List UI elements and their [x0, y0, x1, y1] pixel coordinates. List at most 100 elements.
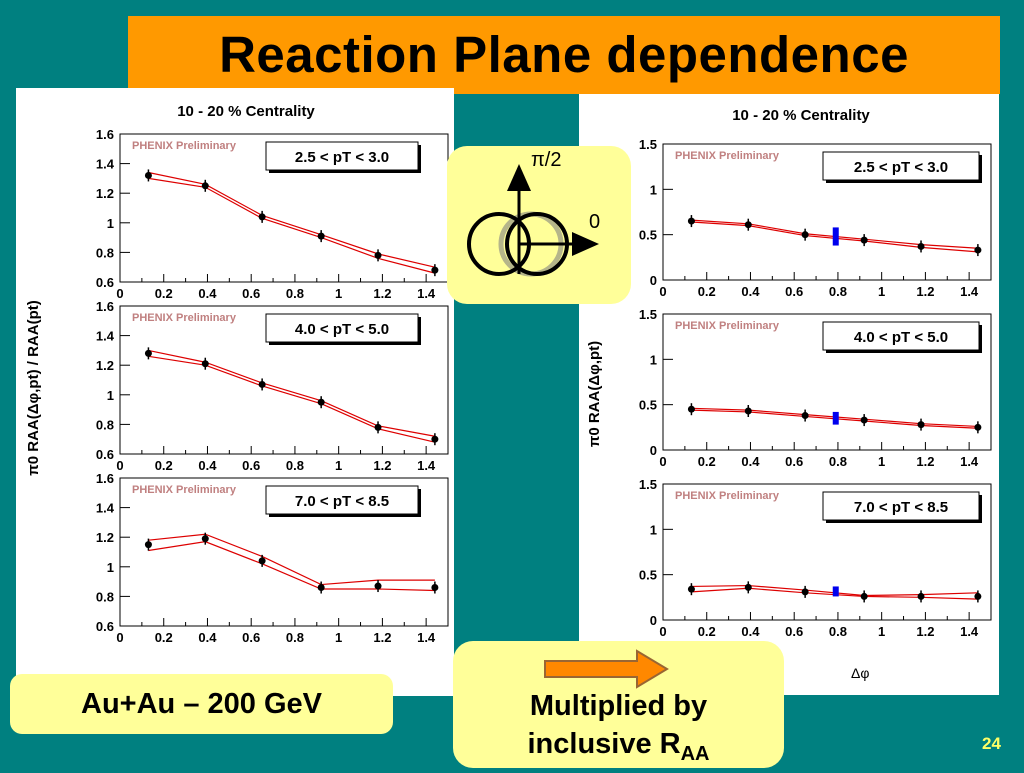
left-chart-svg: 10 - 20 % Centrality π0 RAA(Δφ,pt) / RAA(…: [25, 103, 449, 687]
right-data-point: [917, 421, 925, 429]
left-x-tick-label: 1.2: [373, 630, 391, 645]
left-y-tick-label: 1.6: [96, 127, 114, 142]
right-y-tick-label: 0.5: [639, 568, 657, 583]
left-preliminary-label: PHENIX Preliminary: [132, 140, 237, 152]
left-pt-range-label: 2.5 < pT < 3.0: [295, 149, 389, 166]
left-x-tick-label: 0.4: [198, 458, 217, 473]
orange-arrow-icon: [544, 649, 669, 689]
left-preliminary-label: PHENIX Preliminary: [132, 484, 237, 496]
right-y-tick-label: 0.5: [639, 398, 657, 413]
left-y-tick-label: 0.6: [96, 275, 114, 290]
right-y-tick-label: 0: [650, 443, 657, 458]
right-x-tick-label: 0.2: [698, 624, 716, 639]
right-x-tick-label: 0: [659, 624, 666, 639]
right-x-tick-label: 1: [878, 624, 885, 639]
left-fit-upper-line: [148, 171, 436, 268]
left-x-tick-label: 0.6: [242, 630, 260, 645]
right-x-tick-label: 0.6: [785, 624, 803, 639]
left-x-tick-label: 0: [116, 458, 123, 473]
page-number: 24: [982, 734, 1001, 753]
collision-label-box: Au+Au – 200 GeV: [10, 674, 393, 734]
right-data-point: [974, 423, 982, 431]
left-data-point: [374, 423, 382, 431]
multiplied-callout: Multiplied by inclusive RAA: [453, 641, 784, 768]
left-y-tick-label: 1.4: [96, 501, 115, 516]
left-y-tick-label: 1.2: [96, 358, 114, 373]
left-y-tick-label: 1.4: [96, 157, 115, 172]
right-pt-range-label: 4.0 < pT < 5.0: [854, 329, 948, 346]
left-x-tick-label: 1: [335, 630, 342, 645]
right-data-point: [917, 242, 925, 250]
left-x-tick-label: 0.6: [242, 286, 260, 301]
right-x-tick-label: 0.6: [785, 454, 803, 469]
right-y-tick-label: 1.5: [639, 477, 657, 492]
left-data-point: [201, 182, 209, 190]
left-data-point: [144, 349, 152, 357]
multiplied-text: Multiplied by inclusive RAA: [453, 687, 784, 773]
left-x-tick-label: 1: [335, 286, 342, 301]
left-x-tick-label: 1.4: [417, 458, 436, 473]
left-x-tick-label: 0.2: [155, 458, 173, 473]
left-pt-range-label: 7.0 < pT < 8.5: [295, 493, 389, 510]
left-preliminary-label: PHENIX Preliminary: [132, 312, 237, 324]
left-fit-lower-line: [148, 541, 435, 592]
right-x-tick-label: 0: [659, 454, 666, 469]
right-x-tick-label: 1: [878, 284, 885, 299]
right-data-point: [860, 592, 868, 600]
right-preliminary-label: PHENIX Preliminary: [675, 320, 780, 332]
right-data-point: [687, 585, 695, 593]
left-y-tick-label: 1: [107, 216, 114, 231]
left-x-tick-label: 0: [116, 630, 123, 645]
left-y-tick-label: 1.2: [96, 530, 114, 545]
diagram-label-pi-half: π/2: [531, 149, 561, 171]
right-pt-box: [822, 491, 980, 521]
left-pt-box: [265, 485, 419, 515]
right-systematic-bar: [832, 227, 839, 246]
right-data-point: [744, 583, 752, 591]
left-x-tick-label: 1.4: [417, 286, 436, 301]
right-x-tick-label: 1.4: [960, 454, 979, 469]
left-x-tick-label: 0.4: [198, 630, 217, 645]
left-data-point: [317, 398, 325, 406]
left-x-tick-label: 0.2: [155, 630, 173, 645]
left-data-point: [317, 232, 325, 240]
title-banner: Reaction Plane dependence: [128, 16, 1000, 94]
right-chart-title: 10 - 20 % Centrality: [732, 107, 870, 124]
right-y-tick-label: 1: [650, 182, 657, 197]
right-x-tick-label: 0.8: [829, 284, 847, 299]
left-pt-box: [265, 313, 419, 343]
left-y-tick-label: 1: [107, 560, 114, 575]
right-y-tick-label: 0: [650, 273, 657, 288]
right-pt-range-label: 2.5 < pT < 3.0: [854, 159, 948, 176]
left-pt-range-label: 4.0 < pT < 5.0: [295, 321, 389, 338]
left-data-point: [201, 360, 209, 368]
right-x-tick-label: 1: [878, 454, 885, 469]
right-x-tick-label: 1.2: [916, 454, 934, 469]
right-x-tick-label: 0.4: [741, 454, 760, 469]
right-data-point: [974, 246, 982, 254]
left-data-point: [374, 582, 382, 590]
left-data-point: [144, 171, 152, 179]
left-y-tick-label: 1.4: [96, 329, 115, 344]
right-data-point: [860, 416, 868, 424]
right-systematic-bar: [832, 586, 839, 597]
right-data-point: [801, 412, 809, 420]
left-y-tick-label: 0.8: [96, 417, 114, 432]
right-x-tick-label: 0.4: [741, 284, 760, 299]
left-pt-box: [265, 141, 419, 171]
left-fit-lower-line: [148, 177, 436, 274]
left-chart-panel: 10 - 20 % Centrality π0 RAA(Δφ,pt) / RAA(…: [16, 88, 454, 696]
right-subplot-3: 0 0.5 1 1.5 0 0.2 0.4 0.6 0.8 1 1.2 1.4 PHENIX Preli…: [639, 477, 992, 639]
left-y-tick-label: 1: [107, 388, 114, 403]
right-data-point: [744, 221, 752, 229]
left-subplot-2: 0.6 0.8 1 1.2 1.4 1.6 0 0.2 0.4 0.6 0.8 1 1.2 1.4 PHEN…: [96, 299, 449, 473]
right-subplot-1: 0 0.5 1 1.5 0 0.2 0.4 0.6 0.8 1 1.2 1.4 PHENIX Preli…: [639, 137, 992, 299]
right-systematic-bar: [832, 411, 839, 425]
left-data-point: [374, 251, 382, 259]
right-x-tick-label: 0.8: [829, 624, 847, 639]
left-fit-lower-line: [148, 355, 436, 443]
diagram-svg: π/2 0: [467, 149, 600, 277]
right-preliminary-label: PHENIX Preliminary: [675, 150, 780, 162]
left-subplot-1: 0.6 0.8 1 1.2 1.4 1.6 0 0.2 0.4 0.6 0.8 1 1.2 1.4 PHEN…: [96, 127, 449, 301]
left-y-axis-label: π0 RAA(Δφ,pt) / RAA(pt): [25, 300, 42, 475]
